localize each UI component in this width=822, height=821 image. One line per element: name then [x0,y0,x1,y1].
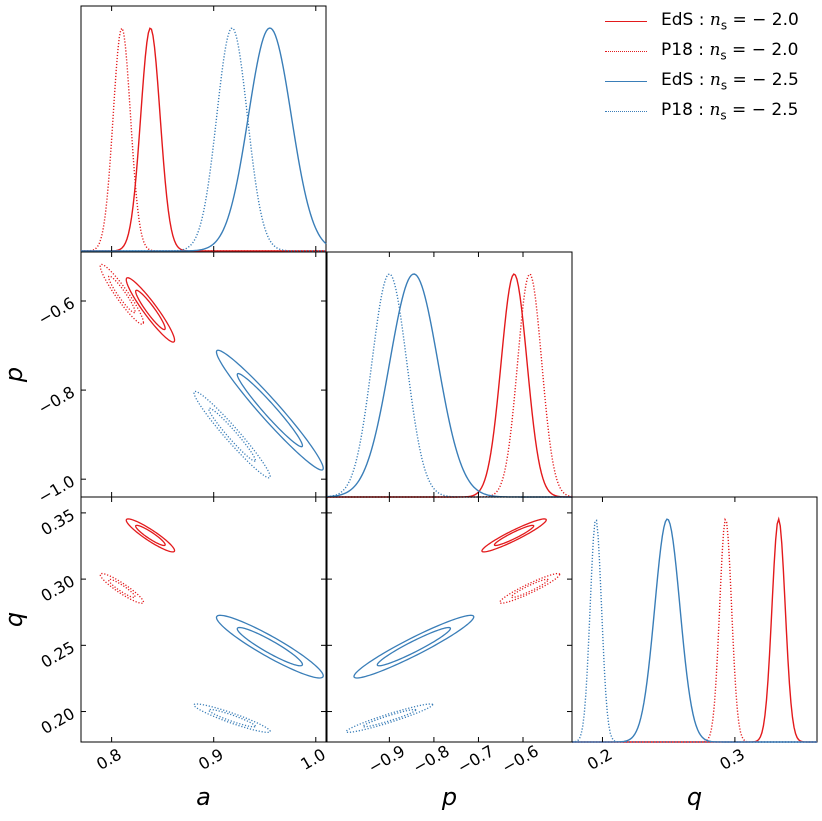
panel-frame [326,496,573,743]
x-tick-label-a: 0.8 [93,745,125,774]
marginal-curve-series-0 [572,516,817,743]
panel-frame [80,251,327,498]
contour-panel-p-q [326,496,573,743]
y-tick-label-q: 0.30 [38,571,78,605]
contour-outer-series-1 [99,263,145,325]
marginal-curve-series-3 [326,273,572,498]
contour-inner-series-1 [107,578,136,599]
contour-inner-series-1 [107,275,136,314]
contour-inner-series-2 [236,372,304,448]
y-tick-label-q: 0.35 [38,505,78,539]
legend-label: EdS : ns = − 2.5 [661,69,799,93]
y-axis-label-q: q [0,612,28,627]
marginal-panel-q [571,496,818,743]
x-tick-label-p: −0.6 [499,741,542,777]
x-tick-label-p: −0.7 [454,741,497,777]
marginal-curve-series-3 [81,27,326,252]
legend-swatch-p18-2.0 [605,50,647,52]
y-tick-label-p: −0.6 [35,293,78,329]
legend-entry: P18 : ns = − 2.5 [605,96,815,126]
marginal-curve-series-2 [81,27,327,252]
panel-frame [80,496,327,743]
x-axis-label-a: a [196,783,211,811]
contour-inner-series-3 [208,407,257,462]
contour-outer-series-3 [193,390,271,479]
legend-label: EdS : ns = − 2.0 [661,9,799,33]
legend-label: P18 : ns = − 2.0 [661,39,799,63]
x-tick-label-q: 0.3 [716,745,748,774]
legend-entry: EdS : ns = − 2.0 [605,6,815,36]
contour-inner-series-2 [376,626,452,667]
contour-outer-series-0 [125,518,176,553]
contour-inner-series-0 [493,524,535,547]
contour-inner-series-2 [236,626,304,667]
legend-entry: EdS : ns = − 2.5 [605,66,815,96]
marginal-panel-a [80,5,327,252]
y-tick-label-p: −0.8 [35,382,78,418]
x-axis-label-p: p [441,783,457,811]
contour-panel-a-p [80,251,327,498]
legend-swatch-eds-2.5 [605,80,647,82]
legend-entry: P18 : ns = − 2.0 [605,36,815,66]
x-tick-label-a: 1.0 [297,745,329,774]
x-tick-label-q: 0.2 [584,745,616,774]
y-tick-label-q: 0.25 [38,638,78,672]
marginal-curve-series-1 [572,517,817,743]
marginal-curve-series-0 [81,27,326,252]
contour-outer-series-3 [345,703,434,733]
marginal-curve-series-0 [327,273,573,498]
contour-outer-series-1 [499,572,561,604]
contour-outer-series-0 [481,518,547,553]
x-tick-label-p: −0.8 [410,741,453,777]
legend: EdS : ns = − 2.0 P18 : ns = − 2.0 EdS : … [605,6,815,126]
y-axis-label-p: p [0,367,28,383]
marginal-curve-series-1 [80,27,326,252]
legend-label: P18 : ns = − 2.5 [661,99,799,123]
marginal-curve-series-1 [327,273,573,498]
marginal-curve-series-3 [571,519,817,743]
y-tick-label-q: 0.20 [38,704,78,738]
x-tick-label-a: 0.9 [195,745,227,774]
contour-inner-series-3 [362,708,417,728]
marginal-curve-series-2 [572,518,817,743]
legend-swatch-p18-2.5 [605,110,647,112]
x-tick-label-p: −0.9 [365,741,408,777]
marginal-panel-p [326,251,573,498]
contour-panel-a-q [80,496,327,743]
x-axis-label-q: q [687,783,702,811]
contour-outer-series-3 [193,703,271,733]
y-tick-label-p: −1.0 [35,471,78,507]
panel-frame [326,251,573,498]
contour-inner-series-0 [135,289,166,331]
contour-outer-series-2 [215,349,324,471]
contour-inner-series-1 [510,578,549,599]
contour-inner-series-3 [208,708,257,728]
contour-inner-series-0 [135,524,166,547]
contour-outer-series-2 [353,614,475,679]
contour-outer-series-0 [125,277,176,343]
contour-outer-series-2 [215,614,324,679]
contour-outer-series-1 [99,572,145,604]
legend-swatch-eds-2.0 [605,20,647,22]
marginal-curve-series-2 [326,273,572,498]
